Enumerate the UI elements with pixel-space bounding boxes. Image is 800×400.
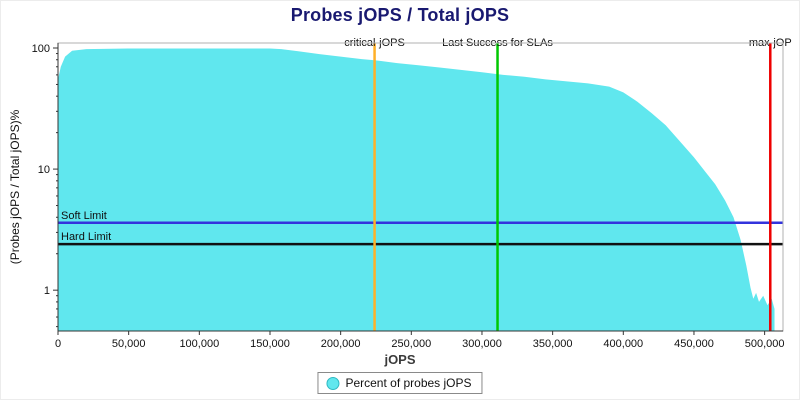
x-tick-label: 200,000 [321, 338, 361, 350]
limit-label: Hard Limit [61, 231, 111, 243]
x-axis-title: jOPS [384, 352, 416, 367]
y-tick-label: 10 [38, 164, 50, 176]
y-tick-label: 100 [32, 43, 50, 55]
limit-label: Soft Limit [61, 210, 107, 222]
x-tick-label: 400,000 [603, 338, 643, 350]
legend-label: Percent of probes jOPS [345, 376, 472, 390]
x-tick-label: 150,000 [250, 338, 290, 350]
legend: Percent of probes jOPS [317, 372, 483, 394]
x-tick-label: 350,000 [533, 338, 573, 350]
x-tick-label: 0 [55, 338, 61, 350]
x-tick-label: 450,000 [674, 338, 714, 350]
y-tick-label: 1 [44, 285, 50, 297]
area-series [58, 48, 775, 331]
x-tick-label: 50,000 [112, 338, 146, 350]
chart-title: Probes jOPS / Total jOPS [290, 5, 510, 25]
x-tick-label: 500,000 [745, 338, 785, 350]
x-tick-label: 300,000 [462, 338, 502, 350]
x-tick-label: 250,000 [391, 338, 431, 350]
legend-swatch-icon [326, 376, 340, 390]
x-tick-label: 100,000 [179, 338, 219, 350]
